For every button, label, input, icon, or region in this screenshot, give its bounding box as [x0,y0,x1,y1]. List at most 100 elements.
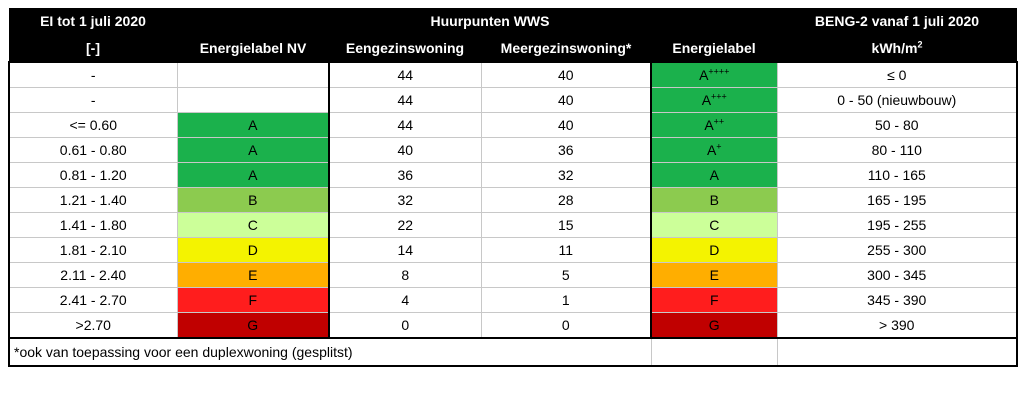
table-row: 0.81 - 1.20 A 36 32 A 110 - 165 [8,162,1018,188]
footnote: *ook van toepassing voor een duplexwonin… [8,337,652,367]
cell-energielabel: E [651,262,778,288]
energielabel-plus: ++ [713,116,725,127]
cell-meergezinswoning: 15 [481,212,652,238]
cell-energielabel: B [651,187,778,213]
cell-energielabel-nv: E [177,262,330,288]
cell-energielabel: G [651,312,778,339]
energielabel-letter: C [709,217,720,233]
cell-beng: 50 - 80 [777,112,1018,138]
header-energielabel-nv: Energielabel NV [177,34,329,62]
cell-beng: 300 - 345 [777,262,1018,288]
cell-energielabel: A+++ [651,87,778,113]
table-row: 1.41 - 1.80 C 22 15 C 195 - 255 [8,212,1018,238]
cell-beng: 345 - 390 [777,287,1018,313]
cell-energielabel-nv [177,87,330,113]
energielabel-letter: F [709,292,719,308]
cell-energielabel-nv: F [177,287,330,313]
cell-meergezinswoning: 11 [481,237,652,263]
cell-eengezinswoning: 22 [329,212,482,238]
cell-energielabel-nv [177,61,330,88]
energielabel-letter: A [706,142,717,158]
energielabel-letter: D [709,242,720,258]
cell-beng: 0 - 50 (nieuwbouw) [777,87,1018,113]
header-energielabel: Energielabel [651,34,777,62]
header-beng-unit: kWh/m2 [777,34,1017,62]
header-ei: EI tot 1 juli 2020 [9,8,177,34]
cell-meergezinswoning: 28 [481,187,652,213]
cell-eengezinswoning: 0 [329,312,482,339]
cell-meergezinswoning: 0 [481,312,652,339]
header-ei-unit: [-] [9,34,177,62]
cell-eengezinswoning: 44 [329,61,482,88]
cell-ei: - [8,61,178,88]
header-blank-nv [177,8,329,34]
cell-meergezinswoning: 40 [481,112,652,138]
cell-meergezinswoning: 36 [481,137,652,163]
beng-unit: kWh/m [871,39,918,56]
table-row: 1.81 - 2.10 D 14 11 D 255 - 300 [8,237,1018,263]
cell-ei: 2.11 - 2.40 [8,262,178,288]
cell-beng: 110 - 165 [777,162,1018,188]
energielabel-letter: A [704,117,714,133]
table-row: >2.70 G 0 0 G > 390 [8,312,1018,339]
footnote-row: *ook van toepassing voor een duplexwonin… [8,337,1018,367]
energielabel-letter: B [709,192,719,208]
cell-ei: 2.41 - 2.70 [8,287,178,313]
cell-energielabel: A [651,162,778,188]
cell-energielabel-nv: A [177,112,330,138]
table-row: -44 40 A+++ 0 - 50 (nieuwbouw) [8,87,1018,113]
cell-energielabel-nv: B [177,187,330,213]
cell-eengezinswoning: 32 [329,187,482,213]
cell-ei: <= 0.60 [8,112,178,138]
cell-beng: 165 - 195 [777,187,1018,213]
cell-energielabel-nv: A [177,162,330,188]
energielabel-letter: G [708,317,720,333]
energielabel-plus: + [716,141,722,152]
energielabel-letter: A [699,67,709,83]
header-huurpunten: Huurpunten WWS [329,8,651,34]
cell-energielabel-nv: G [177,312,330,339]
cell-energielabel: D [651,237,778,263]
cell-meergezinswoning: 1 [481,287,652,313]
cell-beng: 80 - 110 [777,137,1018,163]
cell-meergezinswoning: 40 [481,87,652,113]
cell-energielabel: A+ [651,137,778,163]
cell-ei: 1.41 - 1.80 [8,212,178,238]
cell-energielabel-nv: C [177,212,330,238]
cell-eengezinswoning: 14 [329,237,482,263]
table-row: 0.61 - 0.80 A 40 36 A+ 80 - 110 [8,137,1018,163]
energielabel-letter: A [709,167,719,183]
table-row: 1.21 - 1.40 B 32 28 B 165 - 195 [8,187,1018,213]
cell-beng: ≤ 0 [777,61,1018,88]
cell-beng: 255 - 300 [777,237,1018,263]
cell-ei: 1.21 - 1.40 [8,187,178,213]
cell-ei: - [8,87,178,113]
cell-energielabel: A++++ [651,61,778,88]
cell-eengezinswoning: 44 [329,112,482,138]
cell-ei: 0.61 - 0.80 [8,137,178,163]
header-beng: BENG-2 vanaf 1 juli 2020 [777,8,1017,34]
footnote-blank-cell [651,337,778,367]
cell-ei: >2.70 [8,312,178,339]
cell-eengezinswoning: 40 [329,137,482,163]
table-row: 2.11 - 2.40 E 8 5 E 300 - 345 [8,262,1018,288]
cell-ei: 1.81 - 2.10 [8,237,178,263]
cell-eengezinswoning: 36 [329,162,482,188]
energielabel-plus: ++++ [708,66,730,77]
energielabel-letter: A [701,92,712,108]
cell-energielabel: F [651,287,778,313]
cell-meergezinswoning: 5 [481,262,652,288]
cell-energielabel: C [651,212,778,238]
cell-meergezinswoning: 40 [481,61,652,88]
cell-energielabel: A++ [651,112,778,138]
header-meergezinswoning: Meergezinswoning* [481,34,651,62]
footnote-blank-cell [777,337,1018,367]
cell-energielabel-nv: A [177,137,330,163]
cell-eengezinswoning: 8 [329,262,482,288]
table-row: 2.41 - 2.70 F 4 1 F 345 - 390 [8,287,1018,313]
cell-beng: 195 - 255 [777,212,1018,238]
beng-unit-exponent: 2 [917,38,923,49]
cell-beng: > 390 [777,312,1018,339]
header-blank-label [651,8,777,34]
